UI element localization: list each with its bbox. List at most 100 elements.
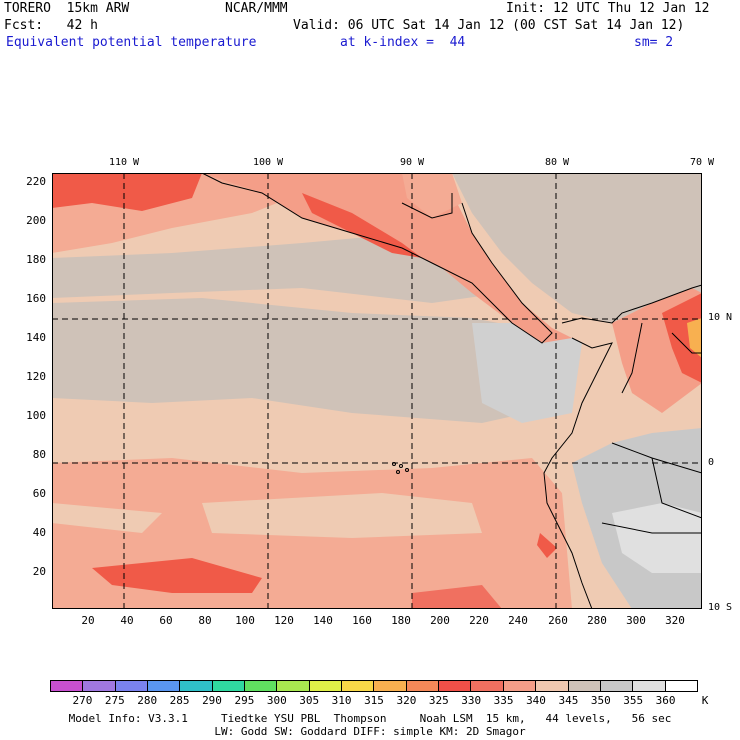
colorbar-segment [406, 681, 440, 691]
model-info-line1: Model Info: V3.3.1 Tiedtke YSU PBL Thomp… [68, 712, 672, 725]
colorbar-segment [180, 681, 213, 691]
map-canvas [52, 173, 702, 609]
south-hot-patch-2 [412, 585, 502, 609]
lon-tick: 90 W [399, 157, 425, 168]
colorbar-label: 330 [461, 694, 482, 707]
colorbar-segment [309, 681, 343, 691]
colorbar-segment [277, 681, 310, 691]
colorbar-segment [115, 681, 149, 691]
lat-tick: 10 N [708, 312, 733, 323]
y-tick: 120 [26, 370, 46, 383]
colorbar-segment [536, 681, 569, 691]
colorbar-segment [212, 681, 246, 691]
colorbar-label: 280 [137, 694, 158, 707]
colorbar-segment [439, 681, 472, 691]
colorbar-label: 315 [364, 694, 384, 707]
andes-light [612, 503, 702, 573]
org-label: NCAR/MMM [225, 1, 288, 16]
lon-tick: 110 W [108, 157, 140, 168]
central-america-land [202, 173, 572, 343]
x-tick: 100 [235, 614, 255, 627]
model-title: TORERO 15km ARW [4, 1, 130, 16]
colorbar-label: 295 [234, 694, 255, 707]
x-tick: 220 [469, 614, 489, 627]
colorbar-label: 270 [72, 694, 93, 707]
colorbar-segment [471, 681, 504, 691]
colorbar-segment [568, 681, 601, 691]
coastlines [201, 173, 702, 609]
y-tick: 60 [32, 487, 46, 500]
colorbar-segment [665, 681, 697, 691]
smoothing-label: sm= 2 [634, 35, 674, 50]
y-tick: 160 [26, 292, 46, 305]
colorbar-segment [83, 681, 116, 691]
colombia-peak [687, 318, 702, 358]
colorbar-label: 350 [590, 694, 611, 707]
colorbar-label: 320 [396, 694, 417, 707]
colorbar-label: 300 [266, 694, 287, 707]
color-scale-bar [50, 680, 698, 692]
y-tick: 100 [26, 409, 46, 422]
y-tick: 140 [26, 331, 46, 344]
x-tick: 40 [120, 614, 134, 627]
plot-frame [52, 173, 702, 609]
colorbar-label: 325 [428, 694, 449, 707]
lon-tick: 80 W [544, 157, 570, 168]
lat-tick: 10 S [708, 602, 733, 613]
y-tick: 200 [26, 214, 46, 227]
x-tick: 80 [198, 614, 212, 627]
colorbar-label: 345 [558, 694, 579, 707]
north-hot-patch [52, 173, 202, 211]
lon-tick: 70 W [689, 157, 715, 168]
x-tick: 240 [508, 614, 528, 627]
central-america-hot [302, 193, 422, 258]
field-name: Equivalent potential temperature [6, 35, 257, 50]
colorbar-segment [148, 681, 181, 691]
colorbar-label: 290 [202, 694, 222, 707]
x-tick: 140 [313, 614, 333, 627]
colorbar-label: 285 [169, 694, 190, 707]
y-tick: 20 [32, 565, 46, 578]
colorbar-label: 275 [104, 694, 125, 707]
colorbar-segment [503, 681, 537, 691]
colorbar-segment [633, 681, 666, 691]
south-mid-patch-2 [52, 503, 162, 533]
y-tick: 180 [26, 253, 46, 266]
lat-lon-grid [52, 173, 702, 609]
colorbar-segment [245, 681, 278, 691]
x-tick: 180 [391, 614, 411, 627]
y-tick: 40 [32, 526, 46, 539]
forecast-hour: Fcst: 42 h [4, 18, 98, 33]
colorbar-label: 310 [331, 694, 352, 707]
colorbar-segment [600, 681, 634, 691]
init-time: Init: 12 UTC Thu 12 Jan 12 [506, 1, 710, 16]
colorbar-label: 355 [623, 694, 644, 707]
y-tick: 80 [32, 448, 46, 461]
level-label: at k-index = 44 [340, 35, 466, 50]
valid-time: Valid: 06 UTC Sat 14 Jan 12 (00 CST Sat … [293, 18, 685, 33]
colorbar-segment [51, 681, 84, 691]
y-tick: 220 [26, 175, 46, 188]
x-tick: 20 [81, 614, 95, 627]
theta-e-map [52, 173, 702, 609]
colombia-hot [662, 293, 702, 383]
x-tick: 300 [626, 614, 646, 627]
lat-tick: 0 [708, 457, 715, 468]
x-tick: 120 [274, 614, 294, 627]
x-tick: 200 [430, 614, 450, 627]
model-info-line2: LW: Godd SW: Goddard DIFF: simple KM: 2D… [214, 725, 526, 738]
colorbar-segment [374, 681, 407, 691]
yucatan [402, 173, 462, 218]
colorbar-label: 335 [493, 694, 514, 707]
lon-tick: 100 W [252, 157, 284, 168]
peru-coast-hot [537, 533, 557, 558]
cool-band-middle [52, 298, 572, 423]
x-tick: 160 [352, 614, 372, 627]
colorbar-unit: K [701, 694, 709, 707]
colorbar-label: 340 [526, 694, 546, 707]
south-hot-patch [92, 558, 262, 593]
x-tick: 280 [587, 614, 607, 627]
x-tick: 60 [159, 614, 173, 627]
colorbar-segment [342, 681, 375, 691]
x-tick: 320 [665, 614, 685, 627]
